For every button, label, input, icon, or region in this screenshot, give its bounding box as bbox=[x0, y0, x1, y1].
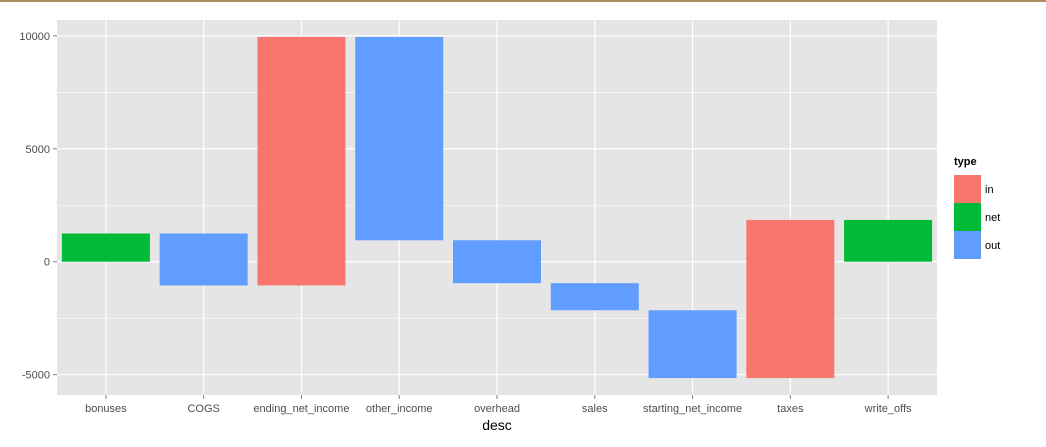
y-axis-ticks: -5000 0 5000 10000 bbox=[19, 31, 57, 382]
x-axis-ticks: bonuses COGS ending_net_income other_income… bbox=[85, 395, 912, 415]
legend-title: type bbox=[954, 156, 977, 168]
legend-label-out: out bbox=[985, 240, 1000, 252]
legend-key-net bbox=[954, 203, 981, 231]
y-tick-label: 5000 bbox=[26, 144, 50, 156]
x-tick-label: taxes bbox=[777, 403, 804, 415]
bar-overhead bbox=[453, 240, 541, 284]
legend-label-in: in bbox=[985, 184, 994, 196]
legend-label-net: net bbox=[985, 212, 1000, 224]
top-border bbox=[0, 0, 1046, 2]
y-tick-label: -5000 bbox=[22, 370, 50, 382]
y-tick-label: 0 bbox=[44, 257, 50, 269]
x-tick-label: sales bbox=[582, 403, 608, 415]
bar-write-offs bbox=[844, 219, 933, 262]
x-tick-label: starting_net_income bbox=[643, 403, 742, 415]
x-tick-label: other_income bbox=[366, 403, 433, 415]
bar-sales bbox=[550, 283, 639, 311]
bars bbox=[61, 36, 933, 379]
x-axis-title: desc bbox=[482, 417, 512, 433]
x-tick-label: overhead bbox=[474, 403, 520, 415]
y-tick-label: 10000 bbox=[19, 31, 50, 43]
x-tick-label: bonuses bbox=[85, 403, 127, 415]
legend-key-in bbox=[954, 175, 981, 203]
bar-ending-net-income bbox=[257, 36, 346, 286]
legend: type in net out bbox=[954, 156, 1000, 259]
x-tick-label: write_offs bbox=[864, 403, 912, 415]
bar-other-income bbox=[355, 36, 444, 241]
x-tick-label: COGS bbox=[187, 403, 219, 415]
bar-cogs bbox=[159, 233, 248, 286]
bar-starting-net-income bbox=[648, 310, 737, 379]
x-tick-label: ending_net_income bbox=[253, 403, 349, 415]
bar-bonuses bbox=[61, 233, 150, 262]
bar-taxes bbox=[746, 219, 835, 379]
legend-key-out bbox=[954, 231, 981, 259]
